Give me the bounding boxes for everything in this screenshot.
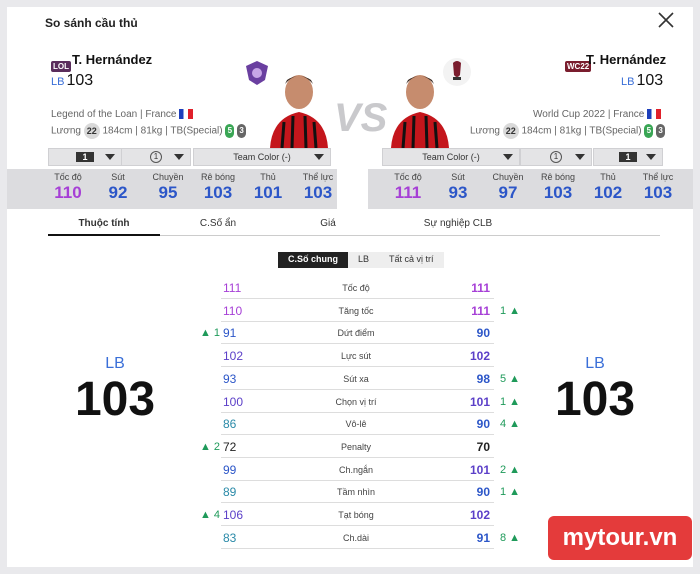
vs-label: VS (334, 96, 388, 140)
left-event-logo-icon (246, 61, 268, 85)
stat-row: 110 Tăng tốc 111 (221, 300, 494, 322)
chevron-down-icon (314, 154, 324, 160)
left-diff-indicator: ▲ 4 (199, 509, 220, 521)
left-level-select[interactable]: 1 (48, 148, 122, 166)
left-summary-bar: Tốc độ 110 Sút 92 Chuyền 95 Rê bóng 103 Thủ 101 Th… (7, 169, 337, 209)
right-team-color-select[interactable]: Team Color (-) (382, 148, 520, 166)
stat-row: 86 Vô-lê 90 (221, 413, 494, 436)
chevron-down-icon (646, 154, 656, 160)
tab-hidden-stats[interactable]: C.Số ẩn (199, 218, 237, 229)
right-season-badge: WC22 (565, 61, 592, 73)
chevron-down-icon (105, 154, 115, 160)
close-icon[interactable] (656, 10, 676, 30)
france-flag-icon (647, 109, 662, 120)
right-enhance-select[interactable]: 1 (520, 148, 592, 166)
right-big-ovr: 103 (554, 373, 636, 426)
stat-row: 106 Tạt bóng 102 (221, 504, 494, 526)
stat-row: 102 Lực sút 102 (221, 345, 494, 368)
summary-stat: Rê bóng 103 (540, 172, 576, 202)
summary-stat: Thể lực 103 (302, 172, 334, 202)
stat-row: 72 Penalty 70 (221, 436, 494, 458)
right-ovr: LB 103 (621, 72, 664, 89)
summary-stat: Thủ 102 (593, 172, 623, 202)
stat-row: 83 Ch.dài 91 (221, 527, 494, 549)
page-title: So sánh cầu thủ (45, 16, 138, 30)
chevron-down-icon (174, 154, 184, 160)
subtab-general[interactable]: C.Số chung (278, 252, 348, 268)
right-worldcup-logo-icon (443, 58, 471, 86)
subtab-all-positions[interactable]: Tất cả vị trí (389, 254, 434, 264)
right-player-name: T. Hernández (586, 52, 667, 67)
tab-club-career[interactable]: Sự nghiệp CLB (423, 218, 493, 229)
summary-stat: Sút 92 (108, 172, 128, 202)
left-diff-indicator: ▲ 2 (199, 440, 220, 453)
right-diff-indicator: 2 ▲ (500, 463, 521, 476)
left-enhance-select[interactable]: 1 (121, 148, 191, 166)
tab-attributes[interactable]: Thuộc tính (48, 218, 160, 236)
detail-tabs: Thuộc tính C.Số ẩn Giá Sự nghiệp CLB (48, 218, 660, 236)
summary-stat: Chuyền 95 (152, 172, 184, 202)
summary-stat: Tốc độ 110 (54, 172, 82, 202)
stat-row: 111 Tốc độ 111 (221, 277, 494, 299)
right-diff-indicator: 5 ▲ (500, 372, 521, 385)
left-player-name: T. Hernández (72, 52, 153, 67)
right-diff-indicator: 8 ▲ (500, 531, 521, 544)
tab-price[interactable]: Giá (320, 218, 336, 229)
left-ovr: LB 103 (51, 72, 94, 89)
stat-subtabs: C.Số chung LB Tất cả vị trí (278, 252, 444, 268)
summary-stat: Sút 93 (448, 172, 468, 202)
right-diff-indicator: 4 ▲ (500, 418, 521, 431)
left-big-position: LB (105, 355, 125, 372)
left-season-line: Legend of the Loan | France (51, 109, 194, 120)
stat-row: 93 Sút xa 98 (221, 368, 494, 390)
subtab-lb[interactable]: LB (358, 254, 370, 264)
chevron-down-icon (503, 154, 513, 160)
left-player-photo (270, 75, 328, 148)
chevron-down-icon (575, 154, 585, 160)
right-big-position: LB (585, 355, 605, 372)
right-info-line: Lương 22 184cm | 81kg | TB(Special) 5 3 (470, 123, 666, 139)
summary-stat: Rê bóng 103 (200, 172, 236, 202)
compare-panel (7, 7, 693, 567)
right-diff-indicator: 1 ▲ (500, 304, 521, 317)
stat-row: 89 Tầm nhìn 90 (221, 481, 494, 504)
summary-stat: Thể lực 103 (642, 172, 674, 202)
summary-stat: Tốc độ 111 (394, 172, 422, 202)
right-player-photo (391, 75, 449, 148)
stat-row: 100 Chọn vị trí 101 (221, 391, 494, 413)
france-flag-icon (179, 109, 194, 120)
summary-stat: Chuyền 97 (492, 172, 524, 202)
stat-row: 91 Dứt điểm 90 (221, 322, 494, 345)
right-diff-indicator: 1 ▲ (500, 395, 521, 408)
left-info-line: Lương 22 184cm | 81kg | TB(Special) 5 3 (51, 123, 247, 139)
left-season-badge: LOL (51, 61, 71, 73)
summary-stat: Thủ 101 (253, 172, 283, 202)
stat-row: 99 Ch.ngắn 101 (221, 459, 494, 481)
right-summary-bar: Tốc độ 111 Sút 93 Chuyền 97 Rê bóng 103 Thủ 102 Th… (368, 169, 693, 209)
right-diff-indicator: 1 ▲ (500, 486, 521, 499)
left-big-ovr: 103 (74, 373, 156, 426)
right-level-select[interactable]: 1 (593, 148, 663, 166)
right-season-line: World Cup 2022 | France (533, 109, 662, 120)
left-team-color-select[interactable]: Team Color (-) (193, 148, 331, 166)
left-diff-indicator: ▲ 1 (199, 327, 220, 340)
watermark-logo: mytour.vn (548, 516, 692, 560)
